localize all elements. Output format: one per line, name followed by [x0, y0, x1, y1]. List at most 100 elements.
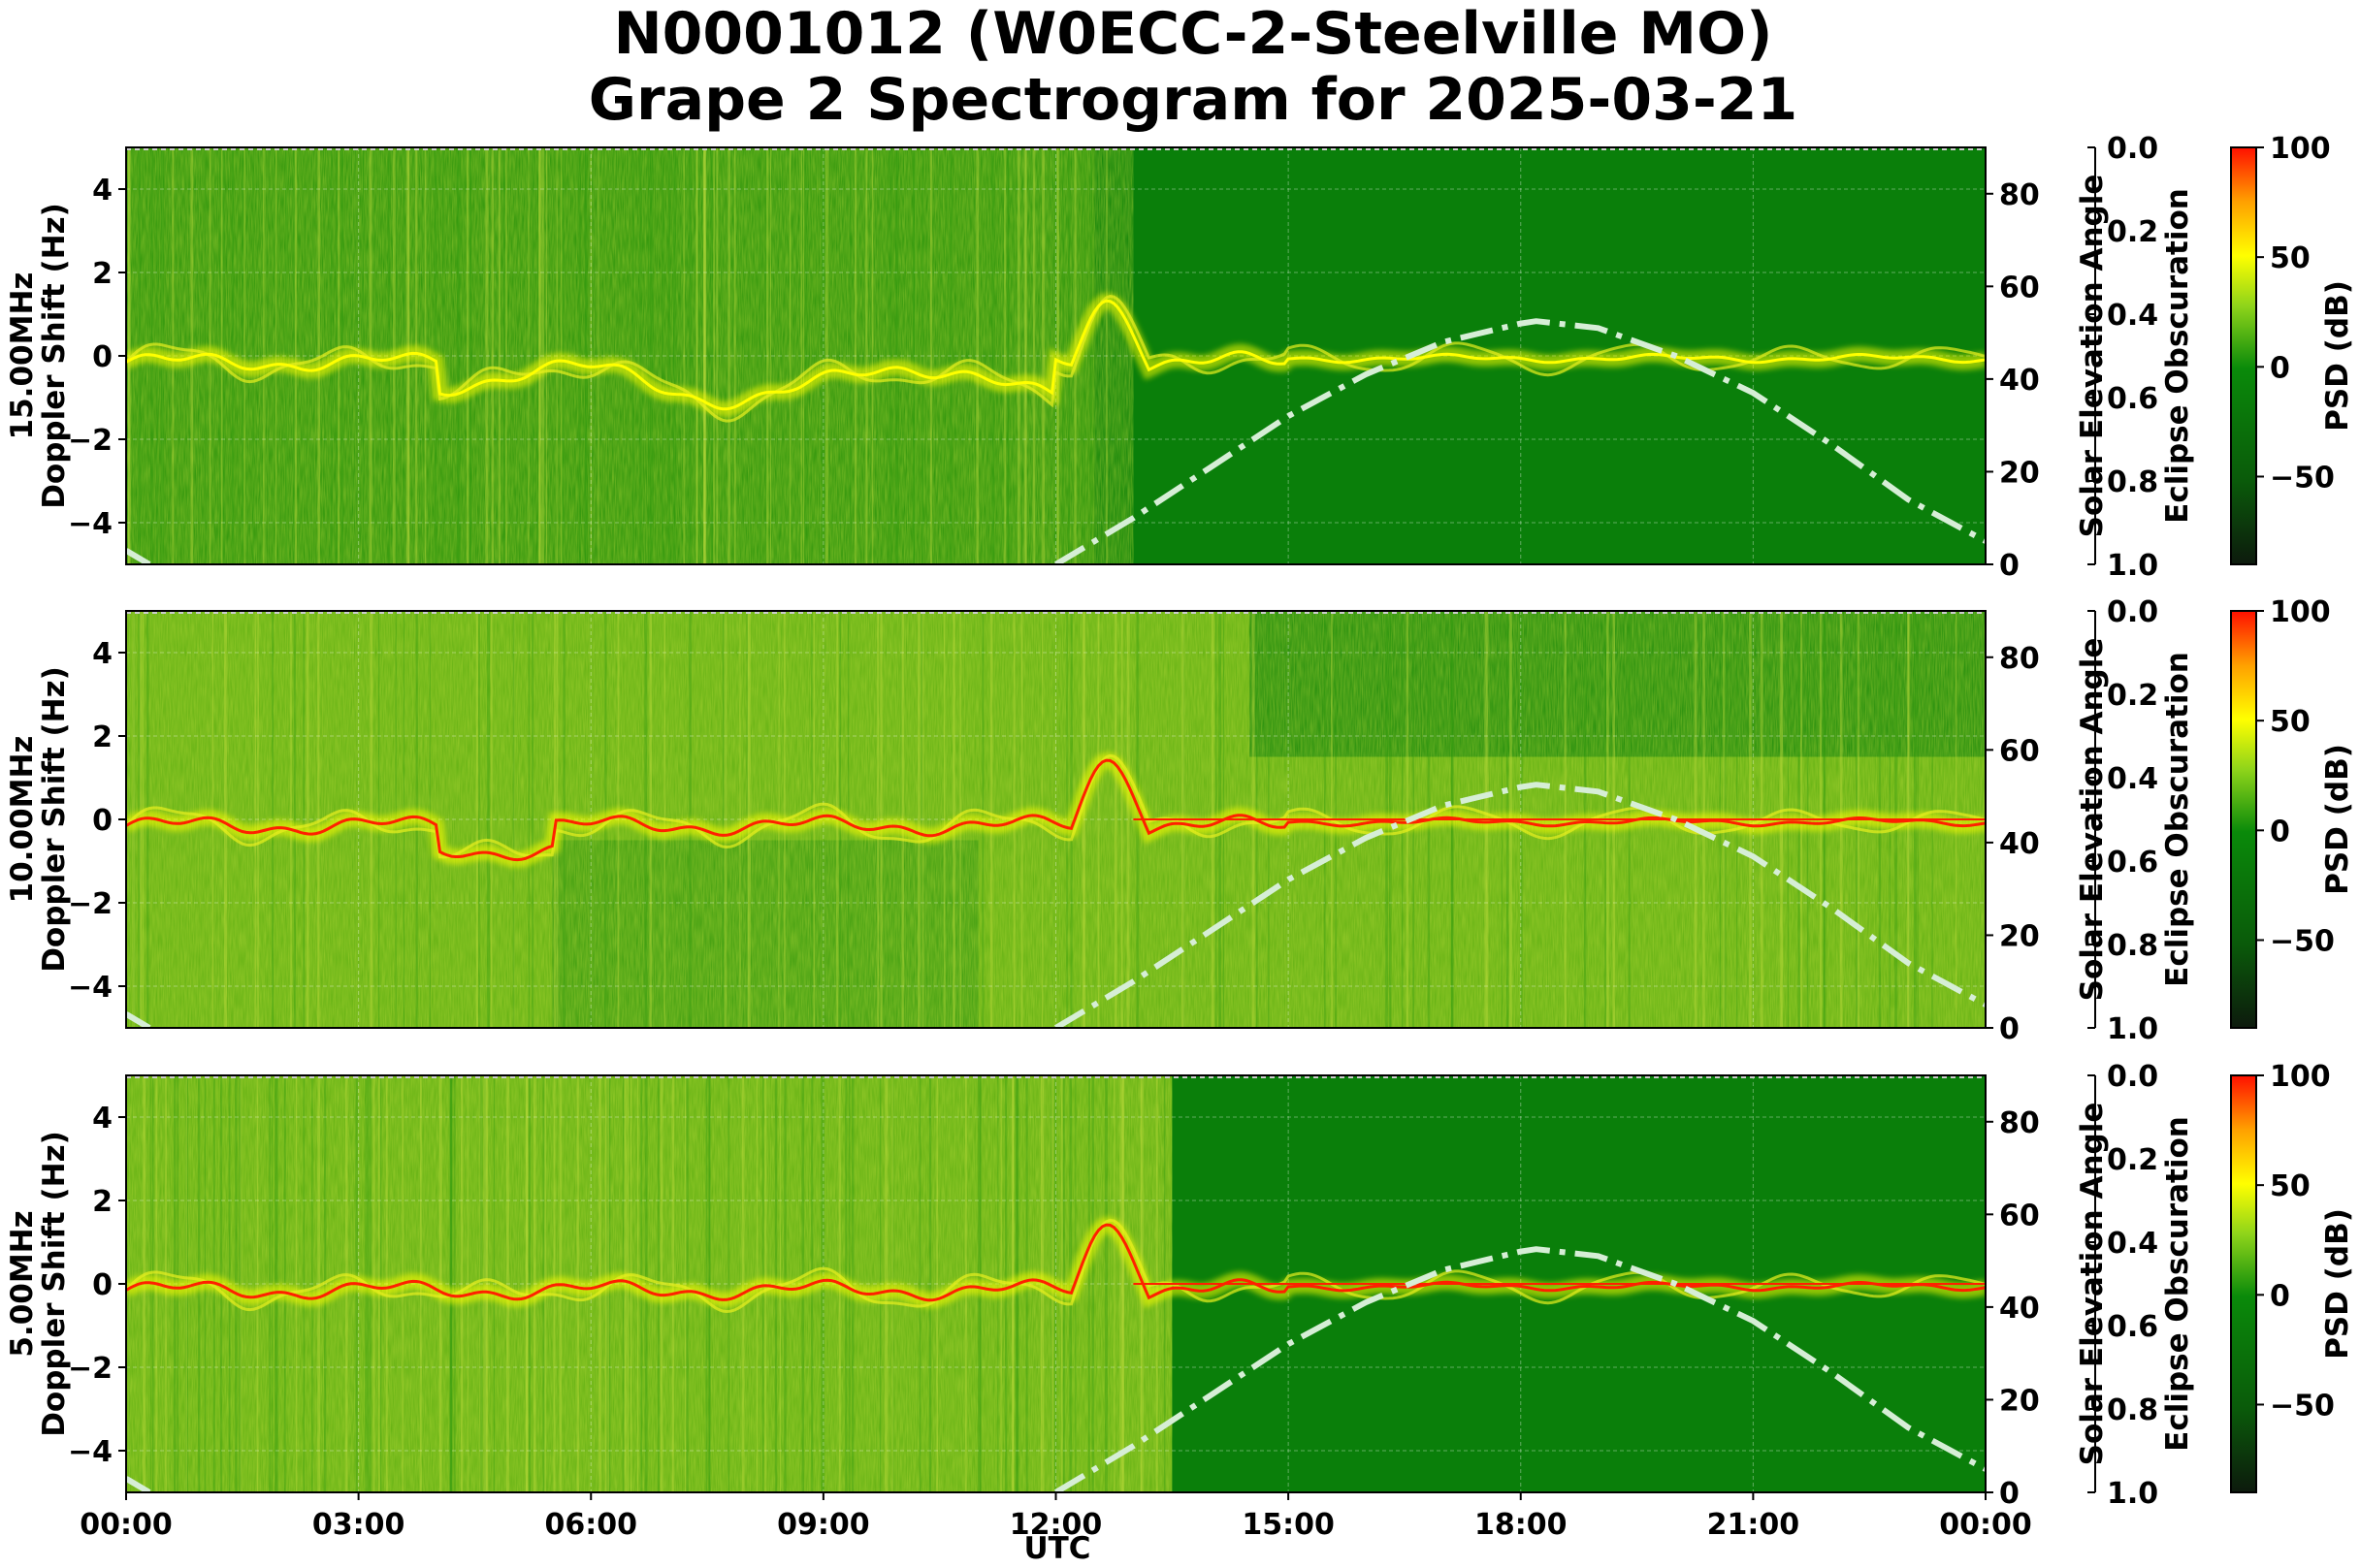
solar-tick-label: 0 — [1999, 1012, 2020, 1046]
frequency-label: 5.00MHz — [5, 1210, 40, 1357]
x-tick-label: 00:00 — [80, 1508, 173, 1542]
colorbar-tick-label: −50 — [2270, 1389, 2335, 1423]
eclipse-tick-label: 0.0 — [2107, 132, 2158, 166]
y-tick-label: −4 — [68, 1435, 113, 1469]
y-tick-label: 2 — [92, 1185, 113, 1219]
solar-tick-label: 20 — [1999, 919, 2040, 953]
eclipse-tick-label: 0.8 — [2107, 1393, 2158, 1427]
colorbar-tick-label: 50 — [2270, 705, 2311, 739]
solar-tick-label: 40 — [1999, 1292, 2040, 1326]
eclipse-tick-label: 0.2 — [2107, 215, 2158, 249]
solar-tick-label: 60 — [1999, 271, 2040, 304]
x-tick-label: 12:00 — [1010, 1508, 1103, 1542]
colorbar — [2230, 1074, 2257, 1493]
y-tick-label: −4 — [68, 507, 113, 541]
eclipse-tick-label: 0.2 — [2107, 1143, 2158, 1177]
colorbar-tick-label: −50 — [2270, 924, 2335, 958]
y-tick-label: −2 — [68, 887, 113, 921]
colorbar — [2230, 146, 2257, 565]
eclipse-tick-label: 0.2 — [2107, 679, 2158, 713]
colorbar-tick-label: 50 — [2270, 241, 2311, 275]
eclipse-tick-label: 0.6 — [2107, 1310, 2158, 1344]
y-tick-label: −2 — [68, 1352, 113, 1386]
solar-elevation-curve — [126, 548, 151, 564]
eclipse-tick-label: 0.0 — [2107, 595, 2158, 629]
noise-texture — [126, 147, 1134, 564]
solar-tick-label: 60 — [1999, 734, 2040, 768]
x-tick-label: 09:00 — [777, 1508, 870, 1542]
solar-tick-label: 80 — [1999, 642, 2040, 676]
eclipse-tick-label: 0.6 — [2107, 846, 2158, 880]
solar-elevation-curve — [1053, 318, 1986, 564]
colorbar-tick-label: 100 — [2270, 595, 2331, 629]
x-tick-label: 00:00 — [1939, 1508, 2032, 1542]
solar-tick-label: 40 — [1999, 827, 2040, 861]
eclipse-tick-label: 1.0 — [2107, 1477, 2158, 1511]
y-tick-label: 4 — [92, 174, 113, 208]
y-tick-label: 4 — [92, 1102, 113, 1136]
eclipse-tick-label: 0.8 — [2107, 465, 2158, 499]
colorbar-tick-label: 0 — [2270, 1279, 2290, 1313]
solar-axis-label: Solar Elevation Angle — [2075, 1103, 2110, 1466]
solar-tick-label: 20 — [1999, 456, 2040, 490]
eclipse-axis-label: Eclipse Obscuration — [2160, 1116, 2195, 1452]
spectrogram-plot-area — [126, 611, 1986, 1028]
colorbar-label: PSD (dB) — [2320, 280, 2355, 432]
eclipse-tick-label: 0.4 — [2107, 299, 2158, 333]
eclipse-tick-label: 1.0 — [2107, 1012, 2158, 1046]
eclipse-tick-label: 0.8 — [2107, 929, 2158, 963]
solar-elevation-curve — [126, 1011, 151, 1028]
y-tick-label: 4 — [92, 637, 113, 671]
eclipse-tick-label: 0.4 — [2107, 762, 2158, 796]
colorbar-label: PSD (dB) — [2320, 1208, 2355, 1360]
y-tick-label: −4 — [68, 971, 113, 1005]
solar-tick-label: 0 — [1999, 1477, 2020, 1511]
colorbar — [2230, 610, 2257, 1029]
y-tick-label: −2 — [68, 424, 113, 458]
doppler-axis-label: Doppler Shift (Hz) — [37, 1131, 72, 1437]
eclipse-tick-label: 0.0 — [2107, 1060, 2158, 1094]
solar-tick-label: 60 — [1999, 1199, 2040, 1232]
y-tick-label: 2 — [92, 257, 113, 291]
y-tick-label: 0 — [92, 804, 113, 838]
colorbar-tick-label: 100 — [2270, 132, 2331, 166]
y-tick-label: 0 — [92, 1268, 113, 1302]
y-tick-label: 2 — [92, 720, 113, 754]
x-tick-label: 06:00 — [545, 1508, 638, 1542]
x-axis-label: UTC — [1023, 1531, 1090, 1564]
solar-axis-label: Solar Elevation Angle — [2075, 175, 2110, 538]
chart-title-line2: Grape 2 Spectrogram for 2025-03-21 — [589, 66, 1797, 134]
solar-tick-label: 80 — [1999, 178, 2040, 212]
x-axis: 00:00 03:00 06:00 09:00 12:00 15:00 18:00 21:00… — [80, 1492, 2032, 1542]
doppler-axis-label: Doppler Shift (Hz) — [37, 666, 72, 973]
eclipse-tick-label: 0.6 — [2107, 382, 2158, 416]
colorbar-tick-label: 50 — [2270, 1169, 2311, 1203]
x-tick-label: 03:00 — [312, 1508, 405, 1542]
frequency-label: 10.00MHz — [5, 736, 40, 904]
solar-tick-label: 40 — [1999, 364, 2040, 398]
solar-tick-label: 20 — [1999, 1384, 2040, 1418]
colorbar-tick-label: 0 — [2270, 351, 2290, 385]
solar-elevation-curve — [126, 1476, 151, 1492]
x-tick-label: 18:00 — [1474, 1508, 1568, 1542]
chart-title-line1: N0001012 (W0ECC-2-Steelville MO) — [613, 0, 1772, 68]
solar-tick-label: 80 — [1999, 1106, 2040, 1140]
y-tick-label: 0 — [92, 340, 113, 374]
solar-elevation-curve — [1053, 1246, 1986, 1492]
spectrogram-plot-area — [126, 1075, 1986, 1492]
colorbar-tick-label: 100 — [2270, 1060, 2331, 1094]
eclipse-tick-label: 1.0 — [2107, 549, 2158, 583]
eclipse-tick-label: 0.4 — [2107, 1227, 2158, 1261]
doppler-secondary-trace — [126, 1218, 1986, 1314]
x-tick-label: 15:00 — [1242, 1508, 1335, 1542]
solar-tick-label: 0 — [1999, 549, 2020, 583]
eclipse-axis-label: Eclipse Obscuration — [2160, 652, 2195, 987]
doppler-axis-label: Doppler Shift (Hz) — [37, 203, 72, 509]
x-tick-label: 21:00 — [1707, 1508, 1800, 1542]
frequency-label: 15.00MHz — [5, 272, 40, 440]
solar-axis-label: Solar Elevation Angle — [2075, 638, 2110, 1002]
